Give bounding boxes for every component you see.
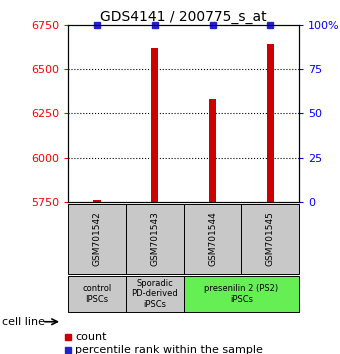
Bar: [184, 204, 241, 274]
Text: GSM701544: GSM701544: [208, 212, 217, 266]
Text: control
IPSCs: control IPSCs: [82, 284, 112, 303]
Bar: [241, 204, 299, 274]
Bar: [209, 99, 216, 202]
Text: GSM701545: GSM701545: [266, 211, 275, 267]
Bar: [68, 276, 126, 312]
Bar: [93, 200, 101, 202]
Text: GSM701542: GSM701542: [92, 212, 101, 266]
Text: presenilin 2 (PS2)
iPSCs: presenilin 2 (PS2) iPSCs: [204, 284, 278, 303]
Text: Sporadic
PD-derived
iPSCs: Sporadic PD-derived iPSCs: [131, 279, 178, 309]
Bar: [267, 44, 274, 202]
Bar: [126, 204, 184, 274]
Text: cell line: cell line: [2, 317, 45, 327]
Title: GDS4141 / 200775_s_at: GDS4141 / 200775_s_at: [100, 10, 267, 24]
Text: percentile rank within the sample: percentile rank within the sample: [75, 346, 263, 354]
Bar: [126, 276, 184, 312]
Bar: [68, 204, 126, 274]
Bar: [151, 48, 158, 202]
Text: count: count: [75, 332, 106, 342]
Bar: [184, 276, 299, 312]
Text: GSM701543: GSM701543: [150, 211, 159, 267]
